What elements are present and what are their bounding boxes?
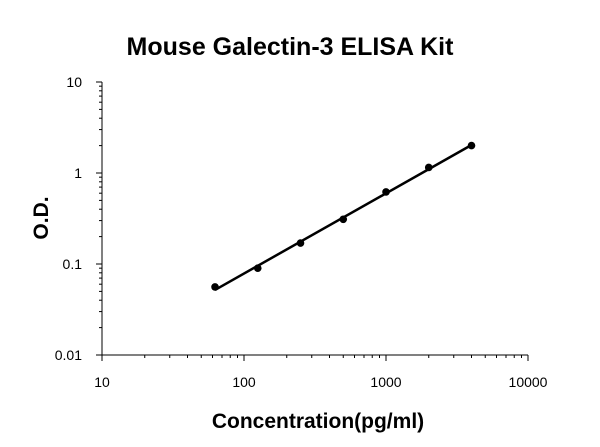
data-point [382, 188, 390, 196]
y-tick-label: 1 [74, 165, 82, 181]
x-tick-label: 100 [232, 374, 256, 390]
y-axis-label: O.D. [30, 196, 53, 239]
y-tick-label: 0.1 [63, 256, 83, 272]
data-point [211, 283, 219, 291]
chart-title: Mouse Galectin-3 ELISA Kit [127, 33, 455, 61]
y-tick-label: 0.01 [55, 347, 82, 363]
data-point [339, 215, 348, 224]
x-tick-label: 1000 [370, 374, 401, 390]
data-point [296, 239, 305, 247]
data-point [253, 264, 262, 272]
data-point [467, 141, 476, 150]
y-tick-label: 10 [66, 74, 82, 90]
x-tick-label: 10 [94, 374, 110, 390]
axes: 0.01 0.1 1 10 10 100 1000 10000 [55, 74, 548, 390]
x-axis-label: Concentration(pg/ml) [212, 410, 424, 433]
plot-area [211, 141, 476, 292]
x-tick-label: 10000 [509, 374, 548, 390]
data-point [424, 163, 433, 172]
